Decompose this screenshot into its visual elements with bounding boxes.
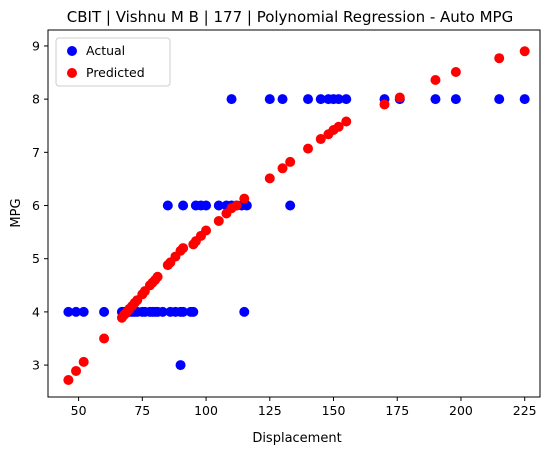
actual-point: [303, 94, 313, 104]
y-axis-label: MPG: [9, 198, 24, 227]
predicted-point: [379, 99, 389, 109]
predicted-point: [430, 75, 440, 85]
y-tick-label: 9: [32, 38, 40, 53]
legend-actual-marker: [67, 46, 77, 56]
x-tick-label: 200: [449, 403, 473, 418]
predicted-point: [178, 243, 188, 253]
legend: Actual Predicted: [56, 38, 170, 86]
actual-point: [451, 94, 461, 104]
legend-actual-label: Actual: [86, 43, 125, 58]
predicted-point: [395, 93, 405, 103]
actual-point: [494, 94, 504, 104]
x-tick-label: 150: [322, 403, 346, 418]
predicted-point: [303, 144, 313, 154]
predicted-point: [520, 46, 530, 56]
actual-point: [239, 307, 249, 317]
x-axis-label: Displacement: [252, 431, 341, 446]
actual-point: [227, 94, 237, 104]
predicted-point: [214, 216, 224, 226]
actual-point: [285, 201, 295, 211]
actual-point: [341, 94, 351, 104]
predicted-point: [285, 157, 295, 167]
predicted-point: [79, 357, 89, 367]
actual-point: [278, 94, 288, 104]
actual-point: [201, 201, 211, 211]
predicted-point: [99, 333, 109, 343]
y-tick-label: 4: [32, 304, 40, 319]
actual-point: [163, 201, 173, 211]
actual-point: [99, 307, 109, 317]
y-tick-label: 6: [32, 198, 40, 213]
actual-point: [79, 307, 89, 317]
predicted-point: [451, 67, 461, 77]
actual-point: [178, 201, 188, 211]
predicted-point: [265, 173, 275, 183]
x-tick-label: 75: [134, 403, 150, 418]
legend-predicted-label: Predicted: [86, 65, 145, 80]
chart-title: CBIT | Vishnu M B | 177 | Polynomial Reg…: [67, 8, 513, 26]
x-tick-label: 175: [385, 403, 409, 418]
actual-point: [188, 307, 198, 317]
legend-predicted-marker: [67, 68, 77, 78]
predicted-point: [153, 272, 163, 282]
plot-area: 50 75 100 125 150 175 200 225 3 4 5 6 7 8 9: [32, 30, 540, 418]
y-tick-label: 3: [32, 358, 40, 373]
y-tick-label: 5: [32, 251, 40, 266]
actual-point: [265, 94, 275, 104]
predicted-point: [63, 375, 73, 385]
predicted-point: [278, 163, 288, 173]
predicted-point: [239, 194, 249, 204]
x-tick-label: 125: [258, 403, 282, 418]
predicted-point: [232, 201, 242, 211]
predicted-point: [494, 53, 504, 63]
actual-point: [520, 94, 530, 104]
x-tick-label: 50: [71, 403, 87, 418]
x-tick-label: 225: [513, 403, 537, 418]
predicted-point: [341, 116, 351, 126]
predicted-point: [71, 366, 81, 376]
y-tick-label: 8: [32, 92, 40, 107]
actual-point: [176, 360, 186, 370]
actual-point: [430, 94, 440, 104]
predicted-point: [201, 226, 211, 236]
y-tick-label: 7: [32, 145, 40, 160]
x-tick-label: 100: [194, 403, 218, 418]
